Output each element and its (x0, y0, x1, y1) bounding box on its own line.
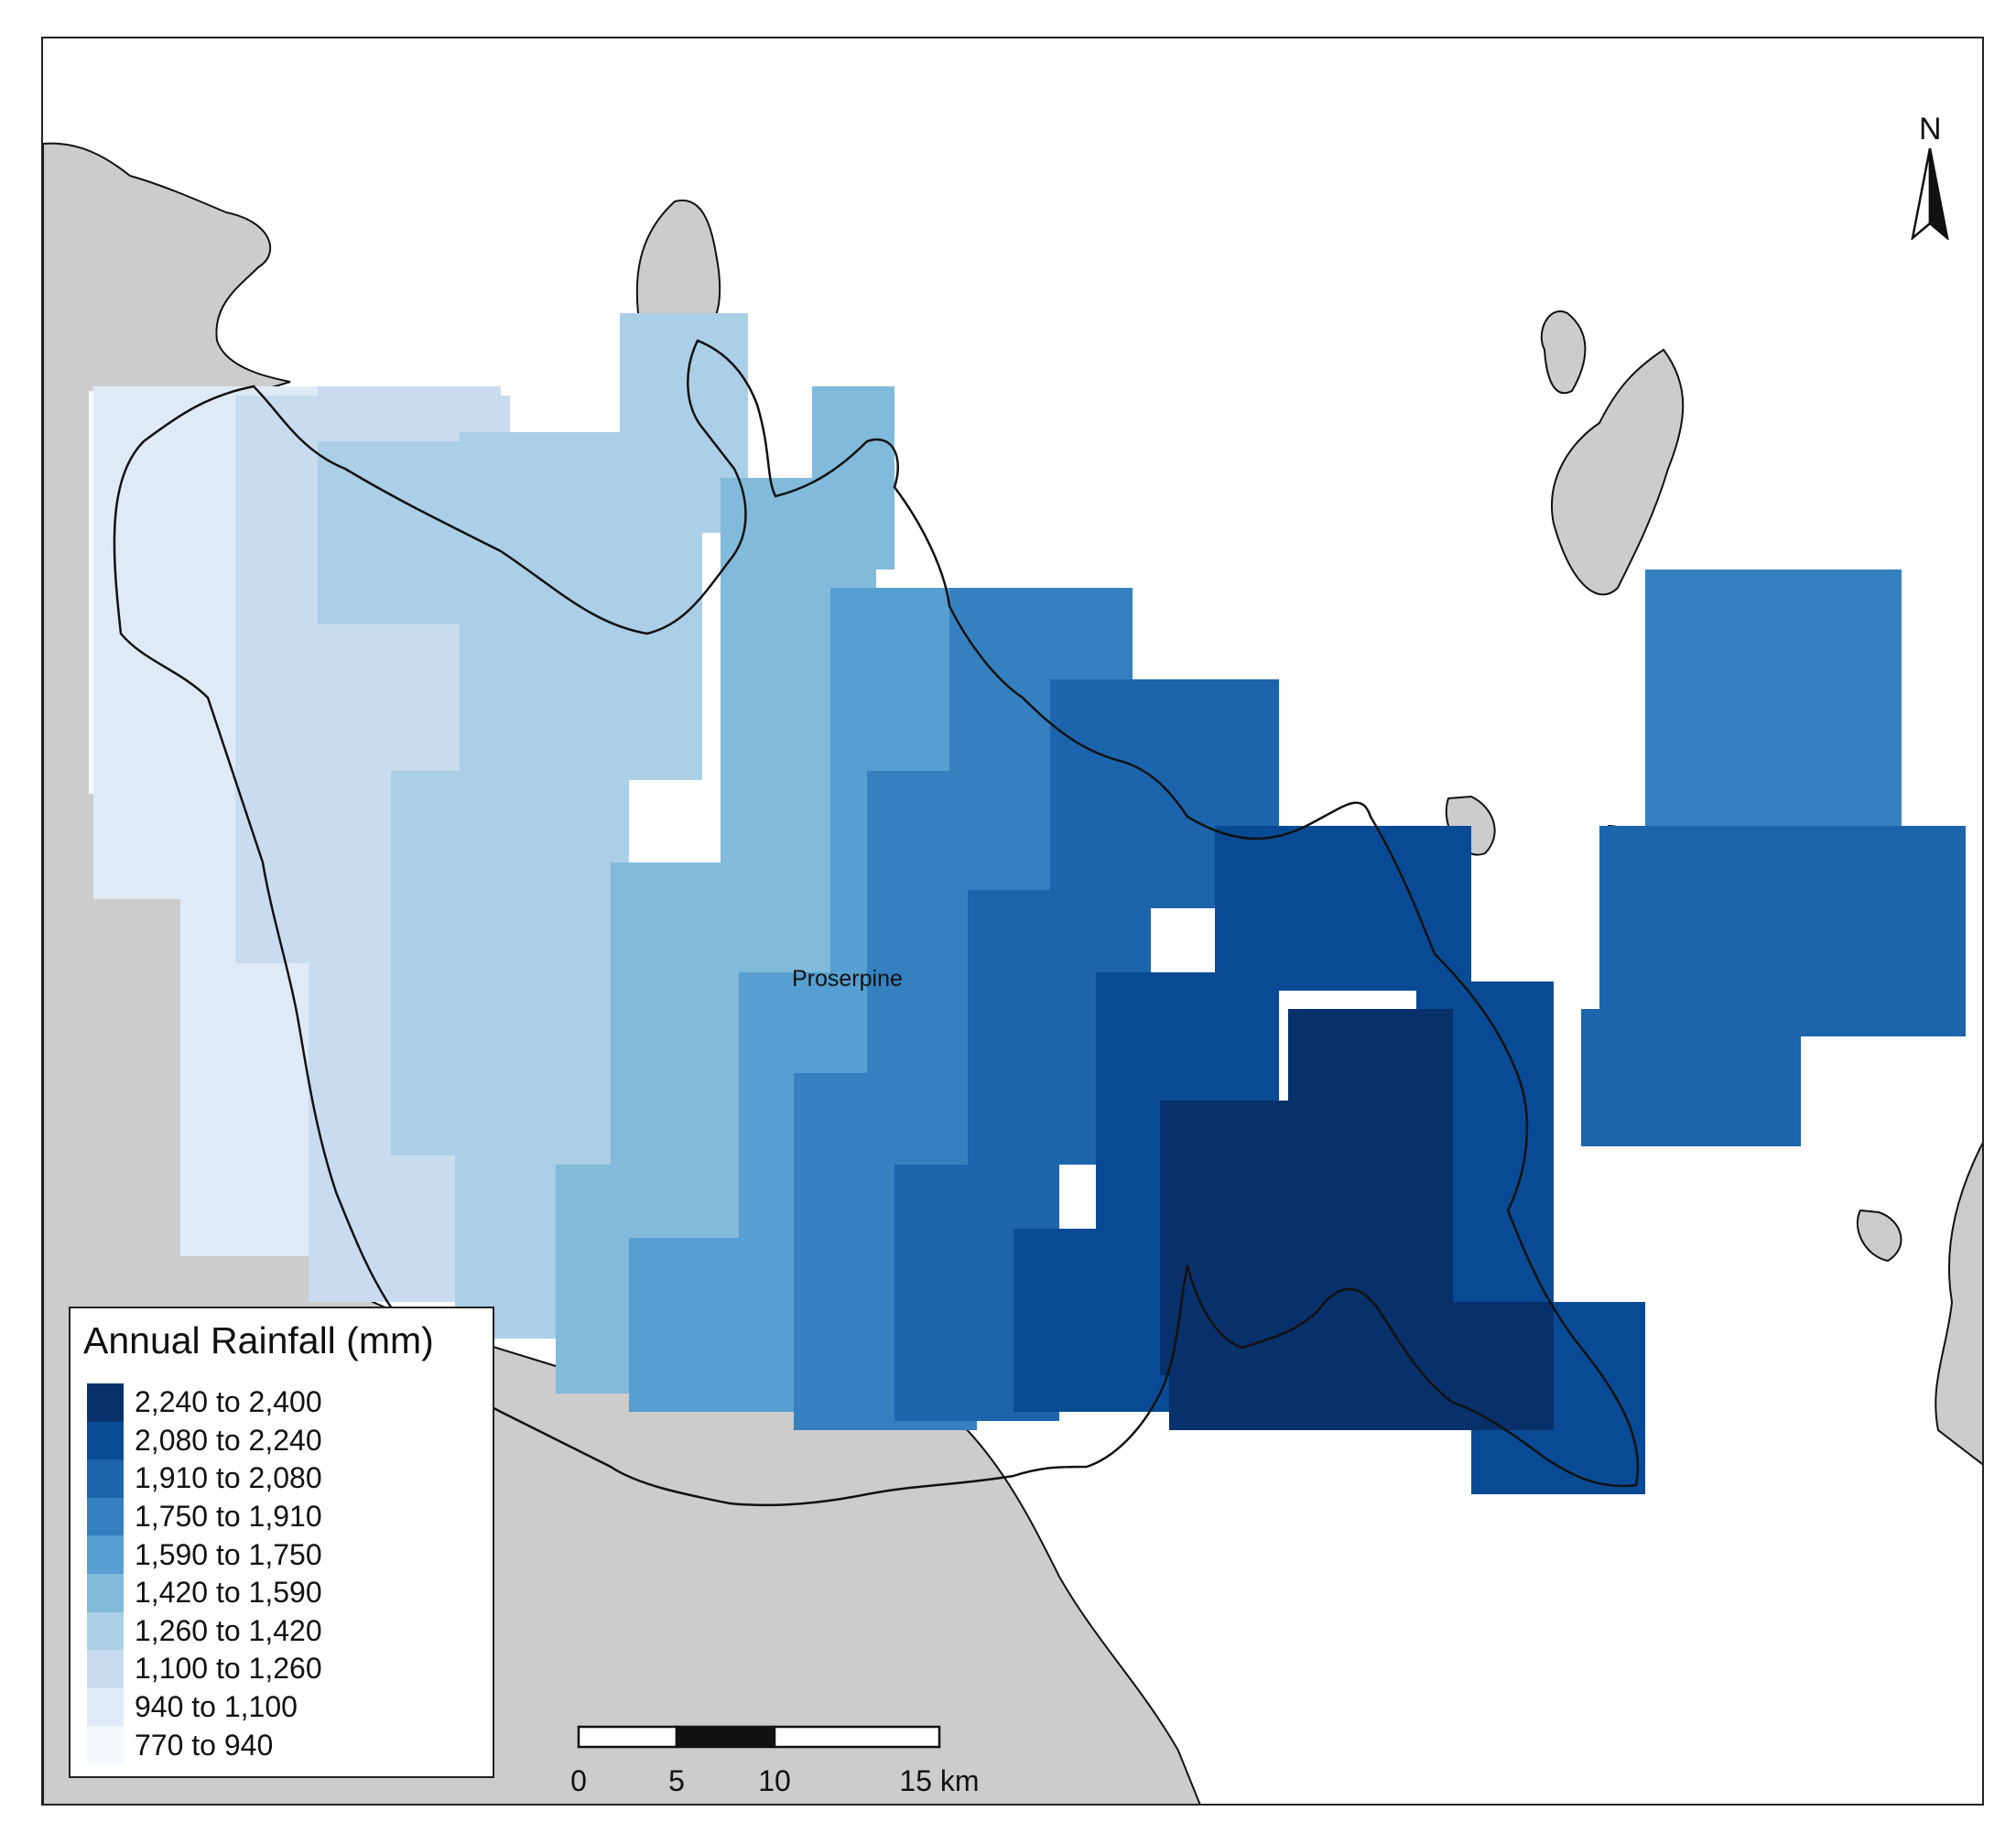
legend-item: 1,420 to 1,590 (87, 1573, 322, 1612)
legend-item: 1,260 to 1,420 (87, 1611, 322, 1651)
rainfall-zone-1420-d (812, 386, 894, 569)
scale-bar-tick-label: 5 (668, 1764, 685, 1797)
legend-item: 2,080 to 2,240 (87, 1421, 322, 1460)
legend-item: 1,750 to 1,910 (87, 1497, 322, 1536)
rainfall-zone-1590-c (629, 1238, 803, 1412)
legend-label: 1,750 to 1,910 (135, 1500, 322, 1534)
legend-swatch (87, 1383, 124, 1422)
legend-swatch (87, 1535, 124, 1574)
rainfall-zone-1750-east (1645, 569, 1902, 826)
legend-items: 2,240 to 2,400 2,080 to 2,240 1,910 to 2,0… (87, 1383, 322, 1764)
legend-item: 1,910 to 2,080 (87, 1459, 322, 1498)
legend-item: 770 to 940 (87, 1726, 322, 1764)
legend-swatch (87, 1611, 124, 1651)
north-arrow-label: N (1919, 112, 1942, 146)
legend-swatch (87, 1459, 124, 1498)
scale-bar-graphic (577, 1725, 941, 1749)
scale-bar: 0 5 10 15 km (568, 1723, 980, 1806)
legend-label: 1,910 to 2,080 (135, 1461, 322, 1495)
east-edge-land (1935, 1142, 1982, 1466)
north-arrow-icon (1911, 148, 1949, 240)
rainfall-zone-2240-c (1169, 1302, 1554, 1430)
legend-swatch (87, 1726, 124, 1764)
rainfall-zone-1100-b (318, 386, 501, 423)
legend-swatch (87, 1497, 124, 1536)
legend-label: 1,260 to 1,420 (135, 1613, 322, 1647)
rainfall-zone-1910-se (1581, 1009, 1801, 1146)
legend-swatch (87, 1573, 124, 1612)
rainfall-raster (89, 313, 1966, 1494)
legend-label: 1,100 to 1,260 (135, 1652, 322, 1686)
rainfall-zone-1910-east (1599, 826, 1966, 1036)
legend-label: 1,590 to 1,750 (135, 1537, 322, 1571)
legend-label: 940 to 1,100 (135, 1690, 298, 1724)
rainfall-zone-1260-c (391, 771, 629, 1155)
scale-bar-tick-label: 0 (570, 1764, 587, 1797)
legend-title: Annual Rainfall (mm) (83, 1319, 434, 1361)
place-label-proserpine: Proserpine (792, 966, 903, 992)
legend-label: 1,420 to 1,590 (135, 1576, 322, 1610)
peninsula-land (635, 199, 721, 323)
legend-label: 770 to 940 (135, 1728, 274, 1762)
east-island-small (1856, 1209, 1902, 1263)
rainfall-zone-2080-a (1215, 826, 1471, 991)
legend-label: 2,240 to 2,400 (135, 1385, 322, 1419)
legend: Annual Rainfall (mm) 2,240 to 2,400 2,080… (69, 1307, 494, 1778)
legend-item: 1,590 to 1,750 (87, 1535, 322, 1574)
legend-item: 1,100 to 1,260 (87, 1650, 322, 1688)
legend-swatch (87, 1421, 124, 1460)
legend-swatch (87, 1687, 124, 1727)
legend-item: 2,240 to 2,400 (87, 1383, 322, 1422)
study-area-boundary (113, 339, 1640, 1507)
legend-label: 2,080 to 2,240 (135, 1423, 322, 1457)
scale-bar-tick-label: 15 km (899, 1764, 980, 1797)
legend-item: 940 to 1,100 (87, 1687, 322, 1727)
legend-swatch (87, 1650, 124, 1688)
east-island-land (1551, 348, 1685, 596)
scale-bar-tick-label: 10 (758, 1764, 791, 1797)
rainfall-zone-2080-c (1013, 1229, 1169, 1412)
northeast-island-land (1540, 310, 1587, 395)
